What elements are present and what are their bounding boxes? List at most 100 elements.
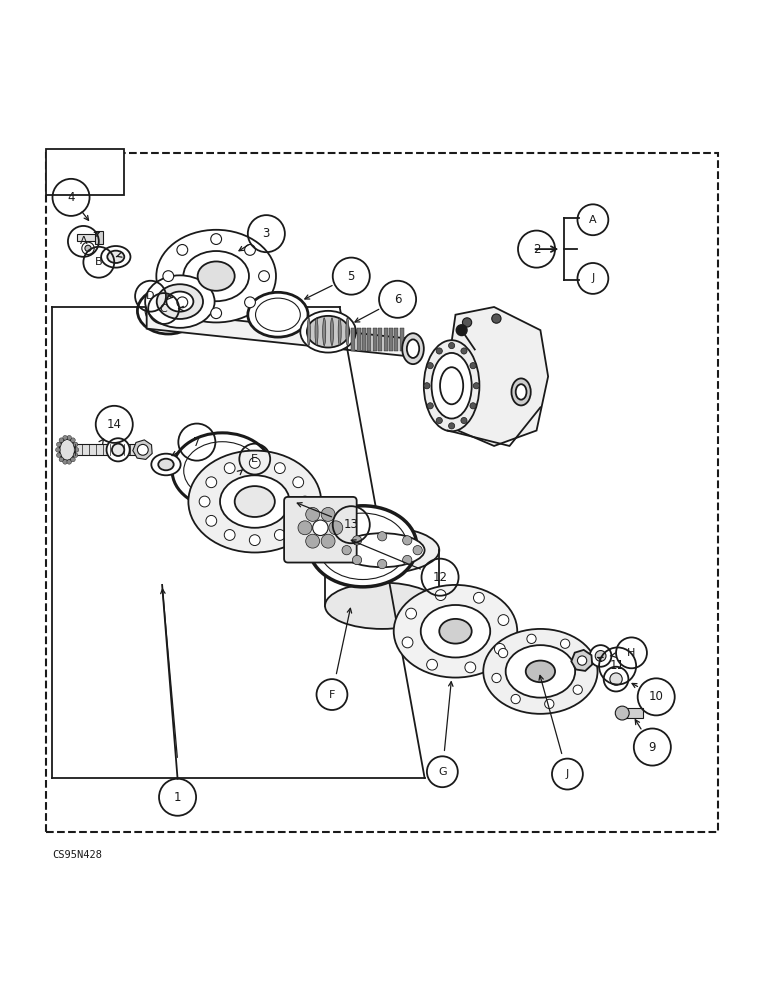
Text: H: H (628, 648, 635, 658)
Circle shape (604, 667, 628, 691)
Circle shape (74, 448, 79, 452)
Ellipse shape (506, 645, 575, 698)
Bar (362, 328, 366, 351)
Circle shape (85, 245, 91, 251)
Circle shape (59, 457, 64, 462)
Ellipse shape (394, 585, 517, 678)
Text: 6: 6 (394, 293, 401, 306)
Ellipse shape (402, 333, 424, 364)
Circle shape (56, 448, 60, 452)
Circle shape (199, 496, 210, 507)
Bar (351, 328, 355, 351)
Circle shape (527, 634, 536, 643)
Circle shape (321, 507, 335, 521)
Circle shape (73, 442, 78, 447)
Ellipse shape (137, 288, 199, 334)
Polygon shape (147, 311, 417, 357)
Circle shape (462, 318, 472, 327)
Ellipse shape (235, 486, 275, 517)
Circle shape (427, 403, 433, 409)
Text: A: A (589, 215, 597, 225)
Circle shape (300, 496, 310, 507)
Circle shape (590, 645, 611, 667)
Bar (73, 444, 143, 455)
Circle shape (56, 453, 61, 457)
Bar (389, 328, 393, 351)
Circle shape (249, 458, 260, 468)
Circle shape (427, 659, 438, 670)
Circle shape (82, 242, 94, 255)
Polygon shape (440, 307, 548, 446)
Circle shape (224, 530, 235, 540)
Circle shape (470, 363, 476, 369)
Bar (373, 328, 377, 351)
Ellipse shape (256, 298, 300, 331)
Text: E: E (251, 454, 259, 464)
Bar (95, 231, 103, 244)
Circle shape (63, 460, 67, 464)
Ellipse shape (318, 513, 408, 580)
Ellipse shape (325, 583, 439, 629)
Text: 1: 1 (174, 791, 181, 804)
Ellipse shape (309, 506, 417, 587)
Bar (357, 328, 361, 351)
Circle shape (498, 615, 509, 625)
Circle shape (112, 444, 124, 456)
Circle shape (56, 442, 61, 447)
Ellipse shape (172, 433, 273, 508)
Bar (367, 328, 371, 351)
Ellipse shape (511, 378, 530, 405)
Circle shape (70, 457, 75, 462)
Circle shape (298, 521, 312, 535)
Circle shape (211, 234, 222, 244)
Ellipse shape (188, 451, 321, 552)
Ellipse shape (483, 629, 598, 714)
Ellipse shape (167, 292, 193, 312)
Circle shape (470, 403, 476, 409)
Circle shape (163, 271, 174, 282)
Text: G: G (438, 767, 447, 777)
Circle shape (352, 555, 361, 565)
Text: J: J (591, 273, 594, 283)
Circle shape (436, 417, 442, 424)
Circle shape (435, 590, 446, 601)
Ellipse shape (156, 230, 276, 322)
Circle shape (293, 477, 303, 488)
Ellipse shape (306, 316, 349, 348)
Bar (621, 708, 643, 718)
Text: 12: 12 (432, 571, 448, 584)
Text: 11: 11 (610, 659, 625, 672)
Circle shape (249, 535, 260, 546)
Ellipse shape (220, 475, 290, 528)
Circle shape (67, 460, 72, 464)
Ellipse shape (323, 318, 326, 346)
Circle shape (306, 507, 320, 521)
Ellipse shape (424, 340, 479, 431)
Circle shape (329, 521, 343, 535)
Bar (77, 234, 96, 241)
Circle shape (245, 297, 256, 308)
Text: 13: 13 (344, 518, 359, 531)
Circle shape (436, 348, 442, 354)
Circle shape (449, 343, 455, 349)
Text: 7: 7 (193, 436, 201, 449)
Text: F: F (329, 690, 335, 700)
Circle shape (449, 423, 455, 429)
Circle shape (177, 245, 188, 255)
FancyBboxPatch shape (284, 497, 357, 563)
Ellipse shape (157, 284, 203, 319)
Ellipse shape (526, 661, 555, 682)
Circle shape (461, 417, 467, 424)
Circle shape (577, 656, 587, 665)
Circle shape (403, 536, 412, 545)
Circle shape (378, 532, 387, 541)
Text: D: D (146, 291, 155, 301)
Circle shape (473, 383, 479, 389)
Ellipse shape (145, 275, 215, 328)
Ellipse shape (59, 439, 75, 461)
Circle shape (211, 308, 222, 319)
Circle shape (306, 534, 320, 548)
Circle shape (573, 685, 582, 694)
Circle shape (378, 559, 387, 569)
Polygon shape (571, 650, 592, 671)
